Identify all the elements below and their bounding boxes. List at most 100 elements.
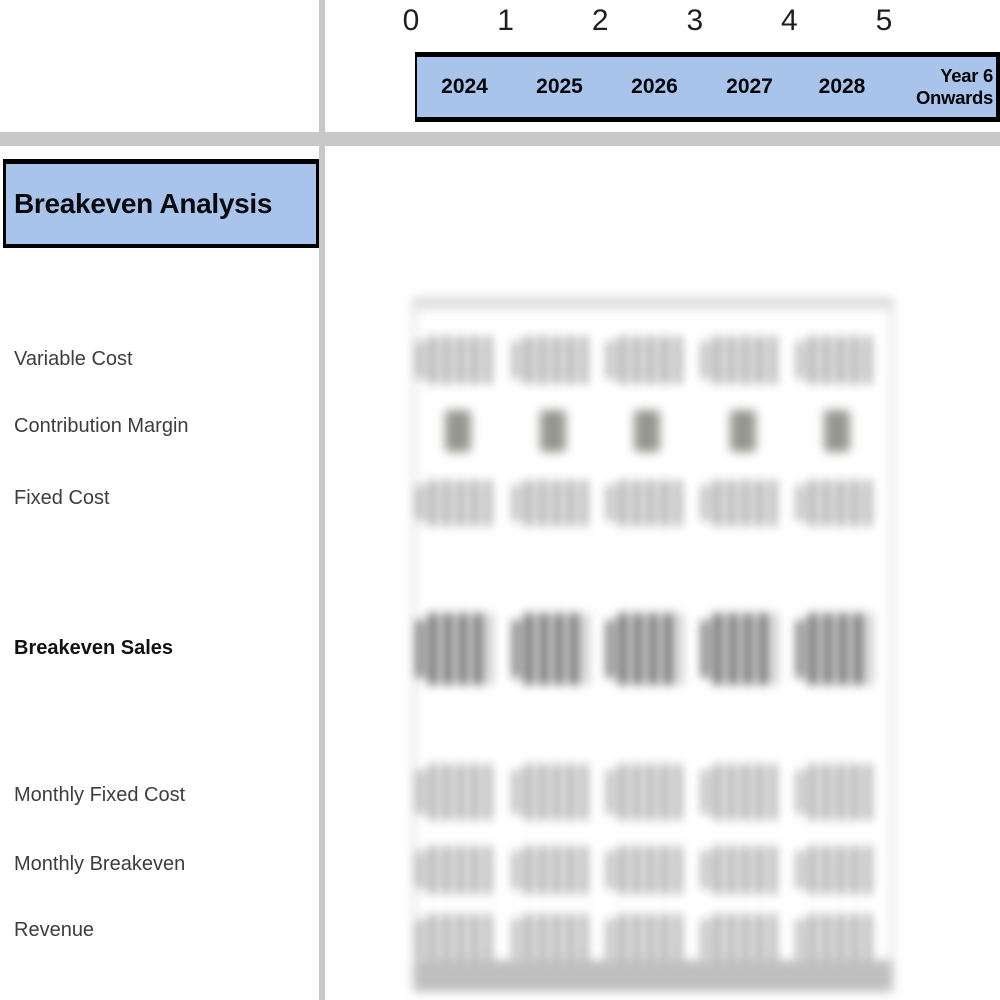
row-label[interactable]: Monthly Breakeven bbox=[14, 853, 186, 875]
blurred-currency-mark bbox=[607, 919, 613, 959]
blurred-currency-mark bbox=[797, 484, 803, 522]
period-index-cell[interactable]: 1 bbox=[497, 4, 514, 37]
blurred-value-cluster bbox=[809, 480, 871, 526]
blurred-currency-mark bbox=[702, 769, 708, 815]
blurred-currency-mark bbox=[513, 620, 519, 678]
blurred-value-row bbox=[413, 336, 893, 384]
frozen-pane-horizontal-divider bbox=[0, 132, 1000, 146]
blurred-value-cluster bbox=[714, 914, 776, 964]
blurred-value-row bbox=[413, 764, 893, 820]
blurred-value-cluster bbox=[714, 336, 776, 384]
blurred-value-cluster bbox=[429, 846, 491, 894]
blurred-value-cluster bbox=[714, 480, 776, 526]
blurred-value-row bbox=[413, 480, 893, 526]
blurred-value-cluster bbox=[714, 846, 776, 894]
blurred-currency-mark bbox=[513, 484, 519, 522]
blurred-currency-mark bbox=[797, 919, 803, 959]
blurred-value-cluster bbox=[525, 480, 587, 526]
blurred-currency-mark bbox=[513, 340, 519, 380]
row-label[interactable]: Contribution Margin bbox=[14, 415, 189, 437]
blurred-value-row bbox=[413, 846, 893, 894]
blurred-value-cluster bbox=[525, 336, 587, 384]
blurred-value-cluster bbox=[619, 914, 681, 964]
row-label[interactable]: Revenue bbox=[14, 919, 95, 941]
year-header-row: 2024 2025 2026 2027 2028 Year 6 Onwards bbox=[415, 52, 1000, 122]
blurred-value-cluster bbox=[619, 764, 681, 820]
blurred-value-cluster bbox=[619, 480, 681, 526]
row-label[interactable]: Fixed Cost bbox=[14, 487, 110, 509]
blurred-currency-mark bbox=[797, 620, 803, 678]
blurred-value-cluster bbox=[525, 613, 587, 685]
blurred-value-cluster bbox=[429, 764, 491, 820]
row-label[interactable]: Breakeven Sales bbox=[14, 637, 174, 659]
blurred-value-cluster bbox=[429, 613, 491, 685]
blurred-value-cluster bbox=[525, 914, 587, 964]
blurred-currency-mark bbox=[513, 919, 519, 959]
blurred-value-cluster bbox=[809, 764, 871, 820]
blurred-currency-mark bbox=[702, 919, 708, 959]
year-header-cell[interactable]: 2027 bbox=[726, 75, 773, 98]
blurred-currency-mark bbox=[797, 769, 803, 815]
period-index-cell[interactable]: 4 bbox=[781, 4, 798, 37]
year-header-cell[interactable]: Year 6 Onwards bbox=[915, 65, 993, 108]
blurred-table-top-edge bbox=[413, 298, 893, 314]
blurred-currency-mark bbox=[607, 850, 613, 890]
section-title-box[interactable]: Breakeven Analysis bbox=[3, 159, 319, 248]
blurred-currency-mark bbox=[702, 484, 708, 522]
period-index-cell[interactable]: 2 bbox=[591, 4, 609, 37]
blurred-value-row bbox=[413, 914, 893, 964]
blurred-percent-blob bbox=[824, 410, 850, 452]
period-index-cell[interactable]: 5 bbox=[875, 4, 893, 37]
blurred-currency-mark bbox=[607, 340, 613, 380]
blurred-value-cluster bbox=[809, 336, 871, 384]
blurred-currency-mark bbox=[607, 484, 613, 522]
blurred-table-content bbox=[413, 298, 893, 992]
blurred-percent-blob bbox=[634, 410, 660, 452]
blurred-value-cluster bbox=[714, 613, 776, 685]
blurred-value-cluster bbox=[429, 336, 491, 384]
blurred-value-cluster bbox=[619, 846, 681, 894]
blurred-value-cluster bbox=[429, 914, 491, 964]
blurred-currency-mark bbox=[607, 769, 613, 815]
blurred-currency-mark bbox=[513, 850, 519, 890]
blurred-currency-mark bbox=[417, 769, 423, 815]
blurred-currency-mark bbox=[607, 620, 613, 678]
blurred-value-cluster bbox=[429, 480, 491, 526]
blurred-value-cluster bbox=[525, 846, 587, 894]
blurred-value-cluster bbox=[714, 764, 776, 820]
blurred-currency-mark bbox=[797, 850, 803, 890]
blurred-currency-mark bbox=[417, 620, 423, 678]
blurred-data-region[interactable] bbox=[413, 298, 893, 992]
blurred-percent-blob bbox=[540, 410, 566, 452]
blurred-value-cluster bbox=[619, 336, 681, 384]
frozen-pane-vertical-divider bbox=[319, 0, 325, 1000]
blurred-currency-mark bbox=[417, 850, 423, 890]
blurred-value-cluster bbox=[809, 846, 871, 894]
blurred-currency-mark bbox=[417, 340, 423, 380]
blurred-value-row bbox=[413, 410, 893, 452]
year-header-cell[interactable]: 2028 bbox=[818, 75, 866, 98]
blurred-currency-mark bbox=[417, 919, 423, 959]
row-label[interactable]: Variable Cost bbox=[14, 348, 133, 370]
period-index-cell[interactable]: 0 bbox=[402, 4, 420, 37]
blurred-currency-mark bbox=[702, 620, 708, 678]
blurred-value-cluster bbox=[809, 613, 871, 685]
blurred-percent-blob bbox=[445, 410, 471, 452]
blurred-percent-blob bbox=[730, 410, 756, 452]
period-index-cell[interactable]: 3 bbox=[686, 4, 704, 37]
blurred-currency-mark bbox=[513, 769, 519, 815]
blurred-currency-mark bbox=[702, 340, 708, 380]
blurred-value-cluster bbox=[525, 764, 587, 820]
blurred-currency-mark bbox=[797, 340, 803, 380]
year-header-cell[interactable]: 2025 bbox=[536, 75, 583, 98]
blurred-currency-mark bbox=[702, 850, 708, 890]
blurred-value-cluster bbox=[809, 914, 871, 964]
row-label[interactable]: Monthly Fixed Cost bbox=[14, 784, 186, 806]
year-header-cell[interactable]: 2026 bbox=[631, 75, 678, 98]
blurred-currency-mark bbox=[417, 484, 423, 522]
section-title: Breakeven Analysis bbox=[14, 188, 273, 219]
year-header-cell[interactable]: 2024 bbox=[441, 75, 488, 98]
blurred-table-bottom-band bbox=[415, 960, 891, 992]
blurred-value-cluster bbox=[619, 613, 681, 685]
